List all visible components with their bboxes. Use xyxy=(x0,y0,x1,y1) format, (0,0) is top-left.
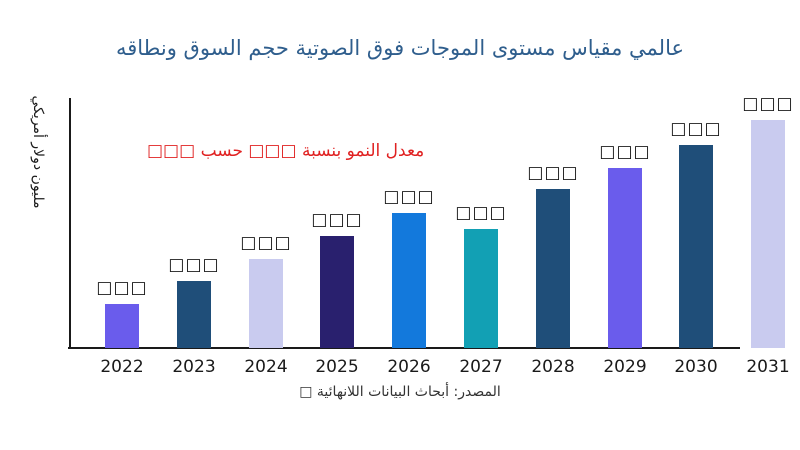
bar-group-2023: □□□ 2023 xyxy=(168,255,218,377)
bar xyxy=(105,304,139,348)
bar xyxy=(608,168,642,348)
x-tick-label: 2028 xyxy=(531,357,575,377)
bar xyxy=(751,120,785,348)
bar-group-2031: □□□ 2031 xyxy=(742,94,792,377)
x-tick-label: 2031 xyxy=(746,357,790,377)
growth-rate-annotation: معدل النمو بنسبة □□□ حسب □□□ xyxy=(147,141,425,161)
bar-value-label: □□□ xyxy=(742,94,794,114)
x-tick-label: 2027 xyxy=(459,357,503,377)
bar xyxy=(177,281,211,348)
bar-value-label: □□□ xyxy=(527,163,579,183)
bar-group-2022: □□□ 2022 xyxy=(96,278,146,377)
x-axis-line xyxy=(68,347,740,349)
bar xyxy=(249,259,283,348)
bar-value-label: □□□ xyxy=(168,255,220,275)
bar-value-label: □□□ xyxy=(383,187,435,207)
bar-group-2028: □□□ 2028 xyxy=(527,163,577,377)
y-axis-line xyxy=(69,98,71,348)
bar xyxy=(392,213,426,348)
bar-group-2024: □□□ 2024 xyxy=(240,233,290,377)
x-tick-label: 2024 xyxy=(244,357,288,377)
chart-title: عالمي مقياس مستوى الموجات فوق الصوتية حج… xyxy=(115,36,685,60)
bar xyxy=(464,229,498,348)
bar-value-label: □□□ xyxy=(311,210,363,230)
x-tick-label: 2025 xyxy=(315,357,359,377)
bar-value-label: □□□ xyxy=(240,233,292,253)
x-tick-label: 2026 xyxy=(387,357,431,377)
bar-group-2029: □□□ 2029 xyxy=(599,142,649,377)
bar xyxy=(536,189,570,348)
bar xyxy=(679,145,713,348)
x-tick-label: 2022 xyxy=(100,357,144,377)
bar-value-label: □□□ xyxy=(599,142,651,162)
bar-value-label: □□□ xyxy=(670,119,722,139)
x-tick-label: 2029 xyxy=(603,357,647,377)
bar xyxy=(320,236,354,348)
bar-group-2026: □□□ 2026 xyxy=(383,187,433,377)
x-tick-label: 2023 xyxy=(172,357,216,377)
bar-group-2030: □□□ 2030 xyxy=(670,119,720,377)
bar-value-label: □□□ xyxy=(455,203,507,223)
bar-group-2025: □□□ 2025 xyxy=(311,210,361,377)
bar-value-label: □□□ xyxy=(96,278,148,298)
bar-group-2027: □□□ 2027 xyxy=(455,203,505,377)
source-note: المصدر: أبحاث البيانات اللانهائية □ xyxy=(299,384,501,400)
x-tick-label: 2030 xyxy=(674,357,718,377)
